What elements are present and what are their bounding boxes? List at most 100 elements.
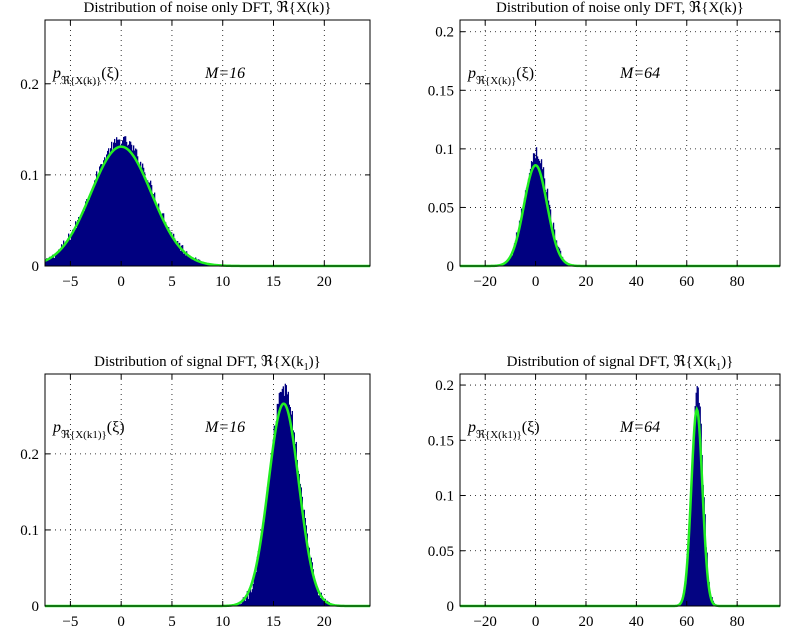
y-tick-label: 0 (32, 599, 40, 615)
histogram-bar (121, 143, 123, 266)
histogram-bar (140, 161, 142, 266)
histogram-bar (257, 551, 259, 606)
histogram-bar (507, 258, 510, 266)
histogram-bar (155, 202, 157, 266)
x-tick-label: 15 (266, 614, 281, 630)
histogram-bar (541, 169, 544, 266)
histogram-bar (62, 246, 64, 266)
histogram-bar (512, 249, 515, 266)
histogram-bar (274, 430, 276, 606)
histogram-bar (691, 458, 693, 606)
histogram-bar (96, 171, 98, 266)
histogram-bar (119, 139, 121, 266)
histogram-bar (536, 156, 539, 266)
histogram-bar (542, 167, 545, 266)
histogram-bar (71, 235, 73, 266)
histogram-bar (254, 570, 256, 606)
histogram-bar (86, 199, 88, 266)
histogram-bar (292, 430, 294, 606)
axes-box (459, 373, 781, 607)
histogram-bar (160, 214, 162, 266)
histogram-bar (258, 547, 260, 606)
histogram-bar (153, 194, 155, 266)
histogram-bar (167, 228, 169, 266)
histogram-bar (61, 244, 63, 266)
histogram-bar (262, 528, 264, 606)
histogram-bar (700, 423, 702, 606)
histogram-bar (66, 243, 68, 266)
histogram-bar (72, 229, 74, 266)
histogram-bar (680, 603, 682, 606)
histogram-bar (683, 595, 685, 606)
x-tick-label: 0 (117, 614, 125, 630)
histogram-bar (88, 197, 90, 266)
histogram-bar (522, 208, 525, 266)
histogram-bar (526, 185, 529, 266)
histogram-bar (255, 572, 257, 606)
histogram-bar (253, 573, 255, 606)
x-tick-label: 40 (629, 614, 644, 630)
histogram-bar (84, 210, 86, 266)
histogram-bar (130, 141, 132, 266)
y-tick-label: 0 (447, 599, 455, 615)
histogram-bar (74, 228, 76, 266)
histogram-bar (151, 185, 153, 266)
histogram-bar (116, 137, 118, 266)
histogram-bar (537, 158, 540, 266)
histogram-bar (54, 258, 56, 266)
histogram-bar (108, 148, 110, 266)
histogram-bar (77, 220, 79, 266)
histogram-bar (93, 187, 95, 266)
pdf-label: pℜ{X(k)}(ξ) (52, 65, 119, 87)
histogram-bar (102, 168, 104, 266)
histogram-bar (197, 261, 199, 266)
histogram-bar (249, 588, 251, 606)
histogram-bar (314, 581, 316, 606)
histogram-bar (299, 483, 301, 606)
histogram-bar (188, 254, 190, 266)
histogram-bar (250, 592, 252, 606)
y-tick-label: 0.2 (435, 378, 454, 394)
chart-title: Distribution of signal DFT, ℜ{X(k1)} (507, 354, 734, 373)
histogram-bar (51, 257, 53, 266)
histogram (219, 383, 348, 606)
histogram-bar (518, 220, 521, 266)
histogram-bar (693, 425, 695, 606)
histogram-bar (281, 388, 283, 606)
histogram-bar (166, 228, 168, 266)
histogram-bar (138, 162, 140, 266)
histogram-bar (263, 521, 265, 606)
histogram-bar (94, 180, 96, 266)
histogram-bar (107, 150, 109, 266)
y-tick-label: 0.2 (20, 447, 39, 463)
histogram-bar (546, 188, 549, 266)
histogram-bar (122, 140, 124, 266)
histogram-bar (156, 204, 158, 266)
histogram-bar (705, 547, 707, 606)
histogram-bar (168, 226, 170, 266)
histogram-bar (90, 193, 92, 266)
histogram-bar (126, 141, 128, 266)
histogram-bar (187, 256, 189, 266)
histogram-bar (533, 153, 536, 266)
histogram-bar (58, 249, 60, 266)
histogram-bar (511, 255, 514, 266)
histogram-bar (300, 487, 302, 606)
histogram-bar (101, 164, 103, 266)
x-tick-label: 15 (266, 274, 281, 290)
histogram-bar (159, 211, 161, 266)
histogram-bar (55, 253, 57, 266)
histogram-bar (127, 145, 129, 266)
histogram-bar (284, 383, 286, 606)
histogram-bar (695, 392, 697, 606)
histogram-bar (75, 221, 77, 266)
histogram-bar (177, 241, 179, 266)
histogram-bar (540, 159, 543, 266)
histogram-bar (59, 251, 61, 266)
histogram-bar (124, 136, 126, 266)
histogram-bar (46, 258, 48, 266)
y-tick-label: 0.1 (20, 168, 39, 184)
pdf-curve (460, 164, 780, 268)
histogram-bar (279, 391, 281, 606)
histogram-bar (309, 560, 311, 606)
